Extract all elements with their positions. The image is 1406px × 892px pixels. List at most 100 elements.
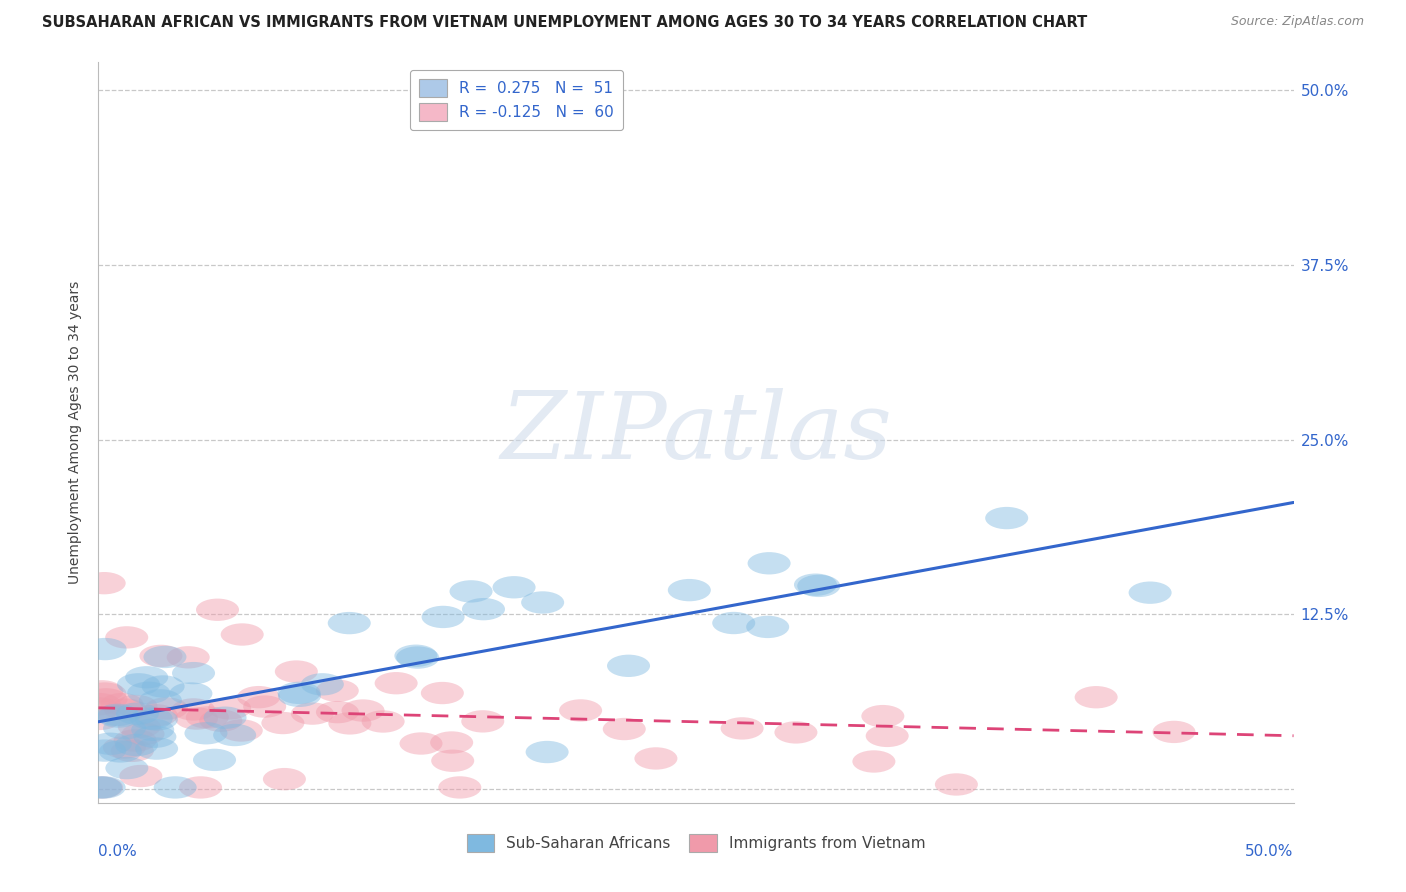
Ellipse shape	[105, 626, 148, 648]
Ellipse shape	[262, 712, 304, 734]
Ellipse shape	[794, 574, 837, 596]
Ellipse shape	[399, 732, 443, 755]
Ellipse shape	[263, 768, 307, 790]
Ellipse shape	[492, 576, 536, 599]
Ellipse shape	[361, 710, 405, 732]
Ellipse shape	[607, 655, 650, 677]
Text: 0.0%: 0.0%	[98, 844, 138, 858]
Ellipse shape	[668, 579, 711, 601]
Ellipse shape	[634, 747, 678, 770]
Ellipse shape	[200, 709, 242, 731]
Ellipse shape	[77, 693, 121, 715]
Ellipse shape	[204, 706, 246, 729]
Ellipse shape	[153, 776, 197, 798]
Ellipse shape	[121, 723, 165, 745]
Ellipse shape	[131, 719, 174, 741]
Text: 50.0%: 50.0%	[1246, 844, 1294, 858]
Ellipse shape	[139, 690, 181, 712]
Y-axis label: Unemployment Among Ages 30 to 34 years: Unemployment Among Ages 30 to 34 years	[69, 281, 83, 584]
Ellipse shape	[1153, 721, 1195, 743]
Ellipse shape	[797, 574, 841, 597]
Ellipse shape	[243, 696, 287, 718]
Ellipse shape	[143, 646, 187, 668]
Ellipse shape	[195, 599, 239, 621]
Ellipse shape	[278, 685, 321, 707]
Ellipse shape	[1074, 686, 1118, 708]
Text: Source: ZipAtlas.com: Source: ZipAtlas.com	[1230, 15, 1364, 29]
Ellipse shape	[422, 606, 464, 628]
Ellipse shape	[866, 724, 908, 747]
Ellipse shape	[193, 748, 236, 771]
Ellipse shape	[301, 673, 344, 696]
Ellipse shape	[184, 723, 228, 745]
Ellipse shape	[98, 740, 142, 763]
Ellipse shape	[522, 591, 564, 614]
Ellipse shape	[83, 682, 127, 705]
Ellipse shape	[83, 638, 127, 660]
Ellipse shape	[118, 715, 160, 738]
Ellipse shape	[114, 730, 156, 752]
Text: SUBSAHARAN AFRICAN VS IMMIGRANTS FROM VIETNAM UNEMPLOYMENT AMONG AGES 30 TO 34 Y: SUBSAHARAN AFRICAN VS IMMIGRANTS FROM VI…	[42, 15, 1087, 30]
Ellipse shape	[135, 704, 177, 726]
Ellipse shape	[186, 706, 229, 729]
Ellipse shape	[396, 647, 439, 669]
Ellipse shape	[115, 734, 157, 756]
Ellipse shape	[603, 718, 645, 740]
Ellipse shape	[145, 698, 188, 720]
Ellipse shape	[83, 572, 125, 594]
Ellipse shape	[721, 717, 763, 739]
Ellipse shape	[238, 686, 280, 708]
Ellipse shape	[142, 675, 184, 698]
Ellipse shape	[129, 707, 173, 730]
Ellipse shape	[174, 707, 218, 730]
Ellipse shape	[747, 615, 789, 638]
Legend: Sub-Saharan Africans, Immigrants from Vietnam: Sub-Saharan Africans, Immigrants from Vi…	[461, 829, 931, 858]
Ellipse shape	[84, 688, 128, 711]
Ellipse shape	[115, 703, 159, 725]
Ellipse shape	[329, 712, 371, 735]
Ellipse shape	[852, 750, 896, 772]
Ellipse shape	[214, 723, 256, 747]
Ellipse shape	[342, 699, 385, 722]
Ellipse shape	[291, 702, 333, 725]
Ellipse shape	[80, 681, 124, 703]
Ellipse shape	[277, 681, 321, 704]
Ellipse shape	[105, 757, 149, 780]
Ellipse shape	[128, 681, 170, 704]
Ellipse shape	[103, 736, 146, 759]
Ellipse shape	[135, 738, 179, 760]
Ellipse shape	[986, 507, 1028, 529]
Ellipse shape	[100, 693, 143, 715]
Ellipse shape	[179, 776, 222, 798]
Ellipse shape	[83, 739, 127, 762]
Ellipse shape	[394, 645, 437, 667]
Ellipse shape	[135, 708, 179, 731]
Ellipse shape	[77, 698, 120, 720]
Ellipse shape	[80, 776, 124, 798]
Ellipse shape	[97, 706, 141, 728]
Ellipse shape	[775, 722, 817, 744]
Ellipse shape	[432, 749, 474, 772]
Ellipse shape	[83, 776, 125, 798]
Ellipse shape	[713, 612, 755, 634]
Ellipse shape	[1129, 582, 1171, 604]
Ellipse shape	[104, 698, 148, 721]
Ellipse shape	[935, 773, 979, 796]
Ellipse shape	[430, 731, 474, 754]
Ellipse shape	[439, 776, 481, 798]
Ellipse shape	[274, 660, 318, 682]
Ellipse shape	[316, 680, 359, 702]
Ellipse shape	[374, 672, 418, 694]
Ellipse shape	[450, 580, 492, 603]
Ellipse shape	[111, 739, 153, 762]
Ellipse shape	[77, 707, 121, 731]
Ellipse shape	[79, 776, 122, 798]
Ellipse shape	[219, 719, 263, 741]
Ellipse shape	[96, 704, 139, 726]
Ellipse shape	[103, 717, 146, 739]
Ellipse shape	[169, 682, 212, 705]
Ellipse shape	[316, 701, 359, 723]
Ellipse shape	[463, 598, 505, 620]
Ellipse shape	[221, 624, 264, 646]
Ellipse shape	[748, 552, 790, 574]
